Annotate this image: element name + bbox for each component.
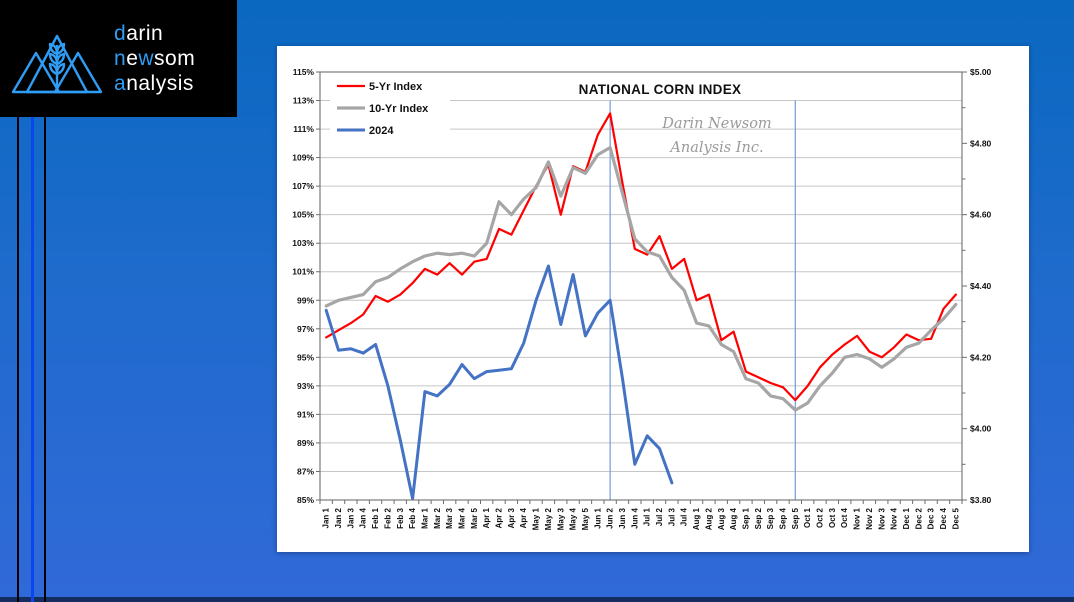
x-axis-label: Oct 1 [803, 507, 812, 528]
x-axis-label: Feb 2 [383, 507, 392, 528]
left-axis-label: 93% [297, 381, 314, 391]
x-axis-label: Mar 5 [470, 507, 479, 528]
x-axis-label: Jun 3 [618, 507, 627, 528]
right-axis-label: $4.00 [970, 424, 992, 434]
brand-wordmark: darin newsom analysis [114, 21, 195, 96]
brand-logo-box: darin newsom analysis [0, 0, 237, 117]
left-axis-label: 97% [297, 324, 314, 334]
left-axis-label: 115% [293, 67, 315, 77]
watermark-text: Darin Newsom [661, 116, 771, 132]
right-axis-label: $4.20 [970, 352, 992, 362]
x-axis-label: Mar 3 [445, 507, 454, 528]
x-axis-label: Apr 1 [482, 507, 491, 528]
x-axis-label: Jan 2 [334, 507, 343, 528]
x-axis-label: Aug 3 [717, 507, 726, 530]
brand-wordmark-line: darin [114, 22, 164, 45]
legend-label-2024: 2024 [369, 125, 394, 137]
x-axis-label: Dec 5 [951, 507, 960, 529]
left-stripe-black-1 [17, 117, 19, 602]
x-axis-label: Dec 2 [914, 507, 923, 529]
chart-title: NATIONAL CORN INDEX [579, 82, 742, 97]
x-axis-label: Aug 4 [729, 507, 738, 530]
x-axis-label: Apr 2 [495, 507, 504, 528]
x-axis-label: Nov 3 [877, 507, 886, 529]
x-axis-label: Sep 3 [766, 507, 775, 529]
right-axis-label: $4.40 [970, 281, 992, 291]
x-axis-label: Sep 2 [754, 507, 763, 529]
left-axis-label: 103% [292, 238, 314, 248]
x-axis-label: Jun 1 [593, 507, 602, 528]
x-axis-label: Oct 4 [840, 507, 849, 528]
x-axis-label: Apr 3 [507, 507, 516, 528]
right-axis-label: $5.00 [970, 67, 992, 77]
x-axis-label: Nov 2 [865, 507, 874, 529]
left-axis-label: 101% [292, 267, 314, 277]
right-axis-label: $4.60 [970, 210, 992, 220]
chart-canvas: 85% 87% 89% 91% 93% 95% 97% 99% 101% 103% 105% 107%… [292, 67, 992, 530]
x-axis-label: Jun 4 [630, 507, 639, 528]
left-axis-label: 109% [292, 153, 314, 163]
brand-wordmark-line: analysis [114, 72, 194, 95]
legend-label-10-yr-index: 10-Yr Index [369, 103, 429, 115]
right-axis-label: $3.80 [970, 495, 992, 505]
series-line-10-yr-index [324, 145, 958, 412]
x-axis-label: Mar 4 [457, 507, 466, 528]
x-axis-label: Sep 1 [741, 507, 750, 529]
left-axis-label: 107% [292, 181, 314, 191]
legend-label-5-yr-index: 5-Yr Index [369, 81, 423, 93]
national-corn-index-chart: 85% 87% 89% 91% 93% 95% 97% 99% 101% 103% 105% 107%… [277, 46, 1029, 552]
x-axis-label: Dec 1 [902, 507, 911, 529]
x-axis-label: Nov 4 [890, 507, 899, 529]
right-axis-label: $4.80 [970, 138, 992, 148]
x-axis-label: May 1 [532, 507, 541, 530]
left-axis-label: 111% [293, 124, 314, 134]
x-axis-label: Nov 1 [853, 507, 862, 529]
x-axis-label: Jul 1 [643, 507, 652, 526]
left-axis-label: 105% [292, 210, 314, 220]
x-axis-label: Jan 1 [322, 507, 331, 528]
x-axis-label: Jan 4 [359, 507, 368, 528]
x-axis-label: Sep 5 [791, 507, 800, 529]
x-axis-label: Sep 4 [778, 507, 787, 529]
x-axis-label: Feb 1 [371, 507, 380, 528]
x-axis-label: Aug 2 [704, 507, 713, 530]
watermark-text: Analysis Inc. [668, 140, 763, 156]
bottom-accent-strip [0, 597, 1074, 602]
left-axis-label: 89% [297, 438, 314, 448]
chart-panel: 85% 87% 89% 91% 93% 95% 97% 99% 101% 103% 105% 107%… [277, 46, 1029, 552]
mountain-wheat-logo-icon [11, 34, 103, 94]
left-axis-label: 85% [297, 495, 314, 505]
x-axis-label: Jul 2 [655, 507, 664, 526]
x-axis-label: Mar 2 [433, 507, 442, 528]
left-axis-label: 113% [293, 96, 315, 106]
x-axis-label: Jan 3 [346, 507, 355, 528]
x-axis-label: Aug 1 [692, 507, 701, 530]
x-axis-label: May 2 [544, 507, 553, 530]
x-axis-label: Apr 4 [519, 507, 528, 528]
x-axis-label: Jul 3 [667, 507, 676, 526]
series-line-5-yr-index [325, 112, 957, 402]
left-axis-label: 87% [297, 466, 314, 476]
x-axis-label: Jun 2 [606, 507, 615, 528]
left-axis-label: 99% [297, 295, 314, 305]
x-axis-label: Feb 4 [408, 507, 417, 528]
left-stripe-black-2 [44, 117, 46, 602]
x-axis-label: Dec 4 [939, 507, 948, 529]
x-axis-label: Jul 4 [680, 507, 689, 526]
left-axis-label: 91% [297, 409, 314, 419]
x-axis-label: May 5 [581, 507, 590, 530]
left-axis-label: 95% [297, 352, 314, 362]
x-axis-label: Oct 3 [828, 507, 837, 528]
x-axis-label: Mar 1 [420, 507, 429, 528]
x-axis-label: May 3 [556, 507, 565, 530]
brand-wordmark-line: newsom [114, 47, 196, 70]
x-axis-label: Feb 3 [396, 507, 405, 528]
x-axis-label: May 4 [569, 507, 578, 530]
x-axis-label: Oct 2 [816, 507, 825, 528]
series-line-2024 [324, 264, 674, 501]
x-axis-label: Dec 3 [927, 507, 936, 529]
left-stripe-blue [31, 117, 34, 602]
